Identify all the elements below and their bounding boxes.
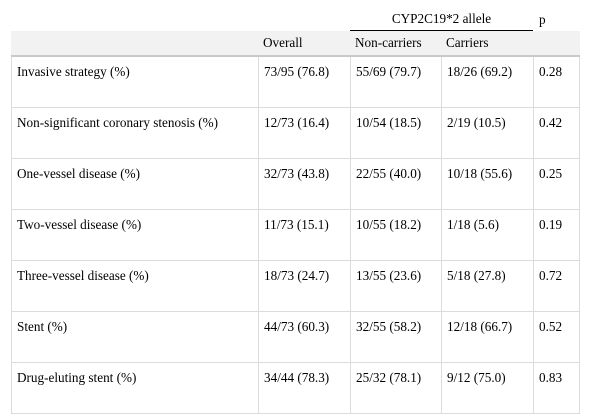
cell-non-carriers-text: 55/69 (79.7) [356,64,422,79]
header-label-blank [11,31,258,57]
cell-non-carriers: 10/55 (18.2) [350,210,441,261]
header-blank-overall [258,8,350,31]
row-label-text: Stent (%) [17,319,68,334]
row-label: Stent (%) [11,312,258,363]
row-label: Invasive strategy (%) [11,57,258,108]
cell-non-carriers: 13/55 (23.6) [350,261,441,312]
row-label-text: Three-vessel disease (%) [17,268,149,283]
table-row: One-vessel disease (%) 32/73 (43.8) 22/5… [11,159,580,210]
results-table-container: CYP2C19*2 allele p Overall Non-carriers … [11,8,580,414]
header-row-group: CYP2C19*2 allele p [11,8,580,31]
cell-carriers: 18/26 (69.2) [441,57,533,108]
cell-p: 0.72 [533,261,580,312]
row-label: Three-vessel disease (%) [11,261,258,312]
header-p: p [533,8,580,31]
table-row: Non-significant coronary stenosis (%) 12… [11,108,580,159]
table-row: Stent (%) 44/73 (60.3) 32/55 (58.2) 12/1… [11,312,580,363]
cell-overall-text: 12/73 (16.4) [264,115,330,130]
cell-carriers-text: 2/19 (10.5) [447,115,506,130]
row-label-text: Non-significant coronary stenosis (%) [17,115,219,130]
cell-carriers: 9/12 (75.0) [441,363,533,414]
cell-carriers: 10/18 (55.6) [441,159,533,210]
cell-carriers-text: 10/18 (55.6) [447,166,513,181]
cell-overall: 32/73 (43.8) [258,159,350,210]
cell-p: 0.52 [533,312,580,363]
cell-carriers-text: 1/18 (5.6) [447,217,500,232]
cell-carriers: 1/18 (5.6) [441,210,533,261]
results-table: CYP2C19*2 allele p Overall Non-carriers … [11,8,580,414]
cell-p-text: 0.19 [539,217,563,232]
table-header: CYP2C19*2 allele p Overall Non-carriers … [11,8,580,57]
cell-p-text: 0.28 [539,64,563,79]
header-carriers: Carriers [441,31,533,57]
table-row: Three-vessel disease (%) 18/73 (24.7) 13… [11,261,580,312]
cell-non-carriers-text: 10/54 (18.5) [356,115,422,130]
row-label: Non-significant coronary stenosis (%) [11,108,258,159]
cell-non-carriers: 55/69 (79.7) [350,57,441,108]
cell-p-text: 0.52 [539,319,563,334]
cell-carriers: 2/19 (10.5) [441,108,533,159]
cell-overall-text: 44/73 (60.3) [264,319,330,334]
cell-overall: 12/73 (16.4) [258,108,350,159]
row-label-text: Two-vessel disease (%) [17,217,142,232]
row-label: Drug-eluting stent (%) [11,363,258,414]
row-label-text: Invasive strategy (%) [17,64,130,79]
row-label-text: Drug-eluting stent (%) [17,370,137,385]
cell-p-text: 0.72 [539,268,563,283]
cell-p-text: 0.83 [539,370,563,385]
cell-overall: 44/73 (60.3) [258,312,350,363]
header-row-columns: Overall Non-carriers Carriers [11,31,580,57]
cell-non-carriers: 22/55 (40.0) [350,159,441,210]
row-label: One-vessel disease (%) [11,159,258,210]
row-label-text: One-vessel disease (%) [17,166,141,181]
cell-carriers-text: 9/12 (75.0) [447,370,506,385]
table-row: Invasive strategy (%) 73/95 (76.8) 55/69… [11,57,580,108]
cell-overall: 18/73 (24.7) [258,261,350,312]
cell-non-carriers-text: 32/55 (58.2) [356,319,422,334]
row-label: Two-vessel disease (%) [11,210,258,261]
cell-overall: 11/73 (15.1) [258,210,350,261]
cell-p: 0.42 [533,108,580,159]
cell-overall-text: 34/44 (78.3) [264,370,330,385]
cell-non-carriers: 25/32 (78.1) [350,363,441,414]
cell-non-carriers-text: 22/55 (40.0) [356,166,422,181]
cell-overall-text: 32/73 (43.8) [264,166,330,181]
cell-p-text: 0.25 [539,166,563,181]
header-blank-label [11,8,258,31]
header-p-blank [533,31,580,57]
table-row: Drug-eluting stent (%) 34/44 (78.3) 25/3… [11,363,580,414]
cell-overall: 34/44 (78.3) [258,363,350,414]
table-row: Two-vessel disease (%) 11/73 (15.1) 10/5… [11,210,580,261]
cell-overall-text: 73/95 (76.8) [264,64,330,79]
cell-carriers: 12/18 (66.7) [441,312,533,363]
cell-p: 0.19 [533,210,580,261]
cell-non-carriers-text: 13/55 (23.6) [356,268,422,283]
cell-overall: 73/95 (76.8) [258,57,350,108]
cell-non-carriers-text: 25/32 (78.1) [356,370,422,385]
cell-p: 0.83 [533,363,580,414]
header-group-cyp2c19: CYP2C19*2 allele [350,8,533,31]
header-overall: Overall [258,31,350,57]
cell-carriers-text: 18/26 (69.2) [447,64,513,79]
cell-non-carriers: 10/54 (18.5) [350,108,441,159]
table-body: Invasive strategy (%) 73/95 (76.8) 55/69… [11,57,580,414]
cell-non-carriers-text: 10/55 (18.2) [356,217,422,232]
header-non-carriers: Non-carriers [350,31,441,57]
cell-non-carriers: 32/55 (58.2) [350,312,441,363]
cell-p: 0.25 [533,159,580,210]
cell-p: 0.28 [533,57,580,108]
cell-carriers: 5/18 (27.8) [441,261,533,312]
cell-overall-text: 11/73 (15.1) [264,217,329,232]
cell-overall-text: 18/73 (24.7) [264,268,330,283]
cell-carriers-text: 12/18 (66.7) [447,319,513,334]
cell-carriers-text: 5/18 (27.8) [447,268,506,283]
cell-p-text: 0.42 [539,115,563,130]
